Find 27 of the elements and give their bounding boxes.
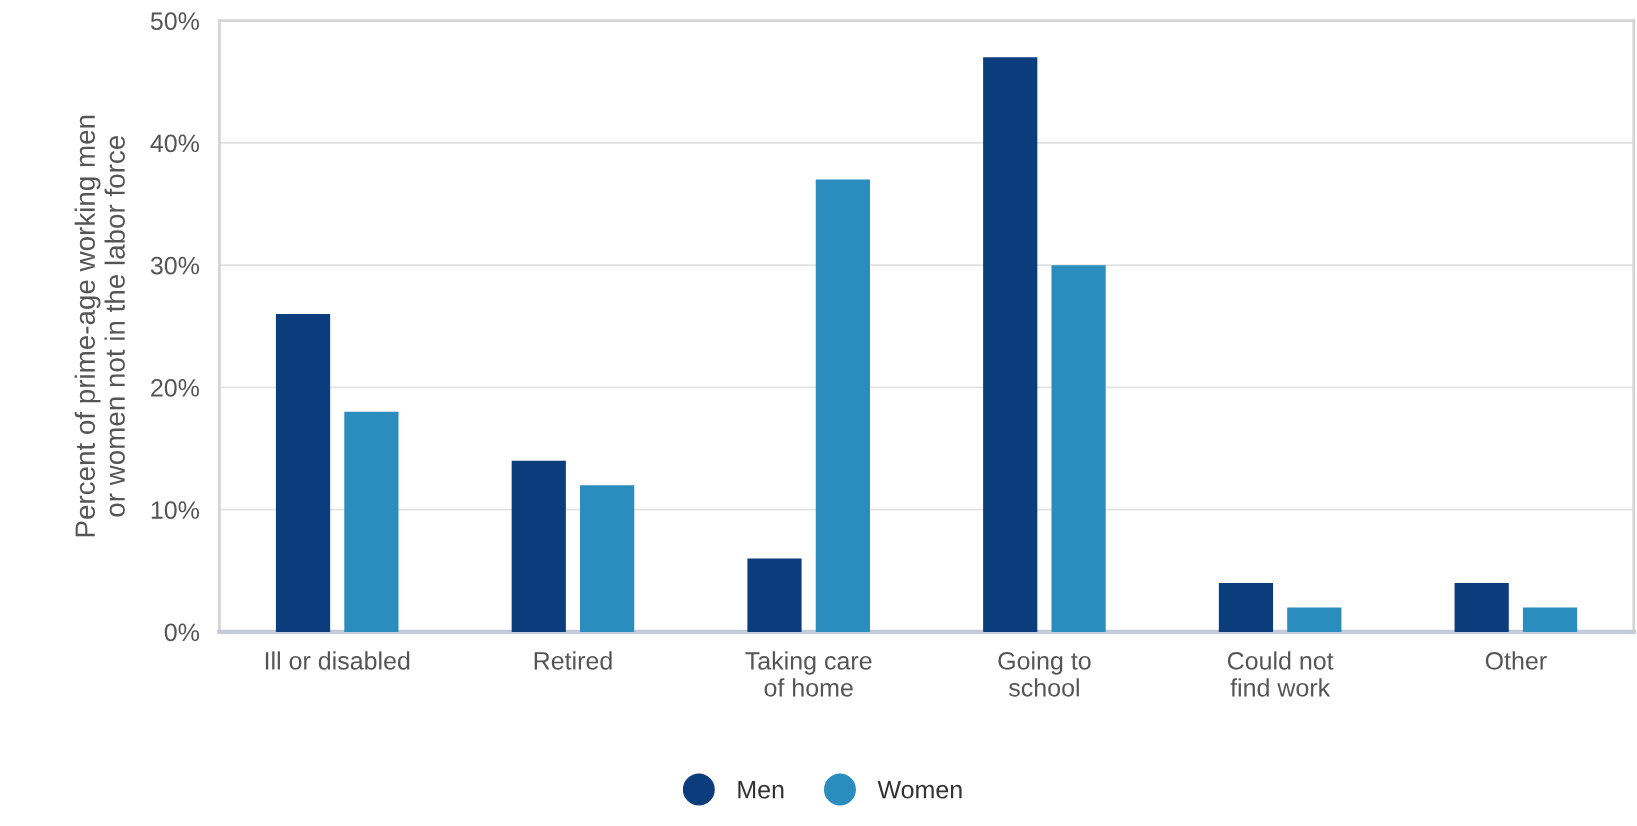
- y-tick-label: 20%: [151, 379, 200, 397]
- bar: [275, 314, 331, 632]
- y-tick-label: 30%: [150, 256, 200, 275]
- y-tick-label: 50%: [150, 12, 200, 30]
- y-tick-label: 40%: [150, 134, 200, 153]
- bar: [344, 411, 399, 632]
- bar: [815, 179, 870, 632]
- bar: [747, 558, 802, 632]
- y-axis-title: Percent of prime-age working men or women not in the labor force: [74, 115, 125, 537]
- x-tick-label: Ill or disabled: [265, 651, 410, 670]
- y-tick-label: 0%: [164, 623, 200, 642]
- legend-label: Women: [877, 781, 962, 799]
- x-tick-label: Could not find work: [1227, 651, 1334, 697]
- bar: [1051, 265, 1106, 632]
- x-tick-label: Retired: [534, 651, 612, 670]
- y-tick-label: 10%: [151, 501, 200, 519]
- bar: [580, 485, 635, 632]
- bar: [1218, 582, 1274, 632]
- x-tick-label: Other: [1485, 651, 1547, 670]
- bar: [511, 460, 566, 632]
- bar: [1454, 582, 1509, 632]
- bar: [983, 57, 1038, 632]
- bar: [1522, 607, 1578, 632]
- x-tick-label: Taking care of home: [745, 651, 872, 697]
- bar: [1287, 607, 1342, 632]
- legend-label: Men: [738, 781, 784, 799]
- x-tick-label: Going to school: [998, 651, 1091, 697]
